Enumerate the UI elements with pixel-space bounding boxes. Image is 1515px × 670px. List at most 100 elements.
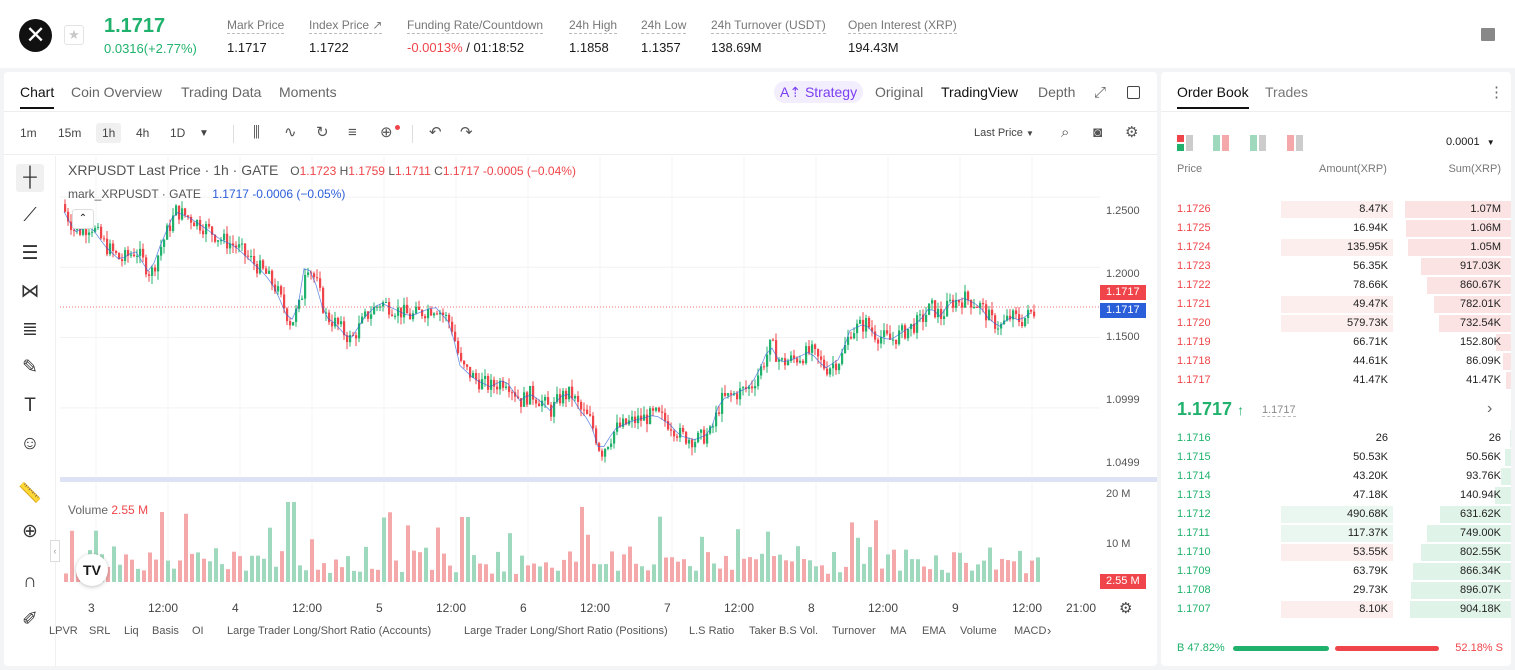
stat-mark-price[interactable]: Mark Price 1.1717: [227, 18, 285, 55]
time-axis-label: 5: [376, 601, 383, 615]
ask-row[interactable]: 1.1719 66.71K 152.80K: [1161, 333, 1511, 352]
tab-trading-data[interactable]: Trading Data: [181, 84, 262, 100]
indicator-l-s-ratio[interactable]: L.S Ratio: [689, 625, 735, 637]
precision-select[interactable]: 0.0001 ▼: [1446, 136, 1495, 148]
chevron-down-icon[interactable]: ▼: [199, 128, 209, 139]
view-both-icon[interactable]: [1177, 135, 1195, 151]
timeframe-1d[interactable]: 1D: [170, 126, 186, 140]
bid-row[interactable]: 1.1707 8.10K 904.18K: [1161, 600, 1511, 619]
indicator-ma[interactable]: MA: [890, 625, 907, 637]
zoom-icon[interactable]: ⊕: [22, 521, 38, 542]
view-bids-icon[interactable]: [1250, 135, 1268, 151]
trendline-icon[interactable]: ⟋: [23, 205, 37, 226]
draw-lock-icon[interactable]: ✐: [22, 609, 38, 630]
horizontal-lines-icon[interactable]: ☰: [21, 243, 39, 264]
bid-row[interactable]: 1.1708 29.73K 896.07K: [1161, 581, 1511, 600]
bid-row[interactable]: 1.1716 26 26: [1161, 429, 1511, 448]
collapse-legend-button[interactable]: ⌃: [72, 209, 94, 229]
replay-icon[interactable]: ↻: [316, 124, 329, 141]
ask-row[interactable]: 1.1723 56.35K 917.03K: [1161, 257, 1511, 276]
stat-funding-rate[interactable]: Funding Rate/Countdown -0.0013% / 01:18:5…: [407, 18, 544, 55]
crosshair-icon[interactable]: ┼: [16, 164, 44, 192]
mid-price[interactable]: 1.1717 ↑: [1177, 399, 1244, 420]
template-icon[interactable]: ≡: [348, 124, 357, 141]
view-asks-icon[interactable]: [1287, 135, 1305, 151]
text-icon[interactable]: T: [24, 395, 36, 416]
more-icon[interactable]: ⋮: [1489, 84, 1504, 101]
tab-trades[interactable]: Trades: [1265, 84, 1309, 100]
tab-depth[interactable]: Depth: [1038, 84, 1076, 100]
ask-row[interactable]: 1.1721 49.47K 782.01K: [1161, 295, 1511, 314]
timeframe-4h[interactable]: 4h: [136, 126, 150, 140]
book-icon[interactable]: [1481, 28, 1495, 41]
bid-row[interactable]: 1.1710 53.55K 802.55K: [1161, 543, 1511, 562]
indicator-lpvr[interactable]: LPVR: [49, 625, 78, 637]
strategy-button[interactable]: A⇡ Strategy: [774, 81, 864, 103]
add-icon[interactable]: ⊕: [380, 124, 393, 141]
indicator-taker-b-s-vol-[interactable]: Taker B.S Vol.: [749, 625, 819, 637]
chevron-right-icon[interactable]: ›: [1047, 623, 1052, 638]
ask-row[interactable]: 1.1717 41.47K 41.47K: [1161, 371, 1511, 390]
indicator-large-trader-long-short-ratio-accounts-[interactable]: Large Trader Long/Short Ratio (Accounts): [227, 625, 432, 637]
stat-index-price[interactable]: Index Price ↗ 1.1722: [309, 18, 383, 55]
ask-row[interactable]: 1.1718 44.61K 86.09K: [1161, 352, 1511, 371]
candle-body: [493, 379, 496, 387]
tab-order-book[interactable]: Order Book: [1177, 84, 1249, 109]
bid-row[interactable]: 1.1715 50.53K 50.56K: [1161, 448, 1511, 467]
indicator-macd[interactable]: MACD: [1014, 625, 1047, 637]
indicator-turnover[interactable]: Turnover: [832, 625, 876, 637]
camera-icon[interactable]: ◙: [1093, 124, 1103, 141]
star-icon[interactable]: ★: [64, 25, 84, 45]
tradingview-logo-icon[interactable]: TV: [76, 554, 108, 586]
stat-value: 138.69M: [711, 40, 762, 55]
indicator-oi[interactable]: OI: [192, 625, 204, 637]
expand-icon[interactable]: ⤢: [1094, 84, 1107, 101]
indicator-volume[interactable]: Volume: [960, 625, 997, 637]
timeframe-15m[interactable]: 15m: [58, 126, 82, 140]
tab-chart[interactable]: Chart: [20, 84, 55, 109]
price-chart[interactable]: [60, 156, 1157, 596]
brush-icon[interactable]: ✎: [22, 357, 38, 378]
bid-row[interactable]: 1.1714 43.20K 93.76K: [1161, 467, 1511, 486]
fib-icon[interactable]: ≣: [22, 319, 38, 340]
candle-body: [583, 409, 586, 411]
axis-settings-icon[interactable]: ⚙: [1119, 600, 1133, 617]
indicator-large-trader-long-short-ratio-positions-[interactable]: Large Trader Long/Short Ratio (Positions…: [464, 625, 668, 637]
ask-row[interactable]: 1.1724 135.95K 1.05M: [1161, 238, 1511, 257]
tab-tradingview[interactable]: TradingView: [941, 84, 1019, 100]
indicators-icon[interactable]: ∿: [284, 124, 297, 141]
search-icon[interactable]: ⌕: [1061, 124, 1070, 141]
tab-coin-overview[interactable]: Coin Overview: [71, 84, 163, 100]
undo-icon[interactable]: ↶: [429, 124, 442, 141]
magnet-icon[interactable]: ∩: [23, 571, 37, 592]
gear-icon[interactable]: ⚙: [1125, 124, 1139, 141]
ask-row[interactable]: 1.1725 16.94K 1.06M: [1161, 219, 1511, 238]
ask-row[interactable]: 1.1726 8.47K 1.07M: [1161, 200, 1511, 219]
scroll-left-icon[interactable]: ‹: [50, 540, 60, 562]
timeframe-1h[interactable]: 1h: [96, 123, 122, 143]
redo-icon[interactable]: ↷: [460, 124, 473, 141]
ruler-icon[interactable]: 📏: [18, 483, 42, 504]
view-mixed-icon[interactable]: [1213, 135, 1231, 151]
ask-row[interactable]: 1.1720 579.73K 732.54K: [1161, 314, 1511, 333]
indicator-ema[interactable]: EMA: [922, 625, 946, 637]
last-price-select[interactable]: Last Price ▼: [974, 127, 1034, 139]
tab-moments[interactable]: Moments: [279, 84, 337, 100]
chevron-right-icon[interactable]: ›: [1487, 400, 1493, 417]
bid-row[interactable]: 1.1711 117.37K 749.00K: [1161, 524, 1511, 543]
indicator-liq[interactable]: Liq: [124, 625, 139, 637]
volume-bar: [562, 559, 566, 582]
indicator-basis[interactable]: Basis: [152, 625, 179, 637]
bid-row[interactable]: 1.1712 490.68K 631.62K: [1161, 505, 1511, 524]
indicator-srl[interactable]: SRL: [89, 625, 111, 637]
pattern-icon[interactable]: ⋈: [20, 281, 40, 302]
emoji-icon[interactable]: ☺: [20, 433, 40, 454]
timeframe-1m[interactable]: 1m: [20, 126, 37, 140]
volume-bar: [856, 537, 860, 582]
ask-row[interactable]: 1.1722 78.66K 860.67K: [1161, 276, 1511, 295]
window-icon[interactable]: [1127, 86, 1140, 99]
bid-row[interactable]: 1.1709 63.79K 866.34K: [1161, 562, 1511, 581]
tab-original[interactable]: Original: [875, 84, 924, 100]
candle-type-icon[interactable]: ⫼: [253, 124, 260, 141]
bid-row[interactable]: 1.1713 47.18K 140.94K: [1161, 486, 1511, 505]
